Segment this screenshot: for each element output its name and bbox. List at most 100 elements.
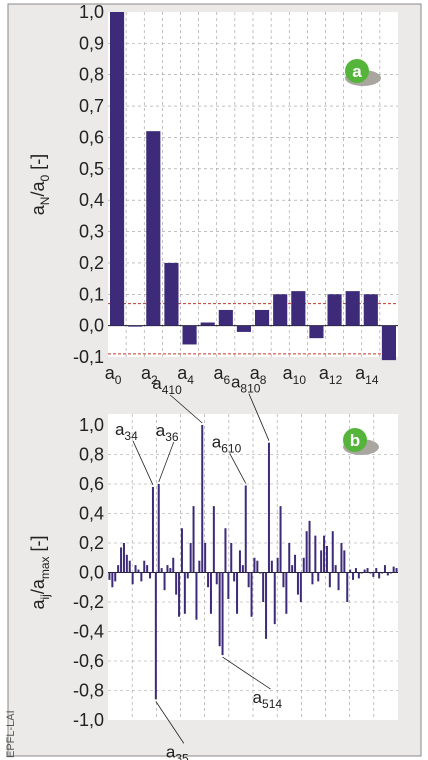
bar-a15	[381, 325, 397, 361]
bar-b	[308, 520, 311, 573]
y-tick-label-b: -0,4	[73, 622, 104, 642]
annotation-a514: a514	[253, 688, 283, 711]
annotation-leader	[222, 656, 271, 690]
bar-b	[366, 568, 369, 573]
x-tick-label-a-sub: 12	[329, 373, 343, 387]
y-label-part-2: /a	[28, 578, 48, 594]
annotation-a514-main: a	[253, 688, 263, 707]
bar-b	[172, 557, 175, 573]
bar-b	[128, 560, 131, 573]
bar-b	[201, 425, 204, 573]
annotation-leader	[132, 440, 154, 486]
annotation-a610-sub: 610	[221, 441, 241, 455]
bar-b	[323, 535, 326, 573]
bar-b	[337, 572, 340, 591]
x-tick-label-a: a6	[213, 363, 230, 387]
bar-b	[256, 560, 259, 573]
bar-b	[224, 528, 227, 573]
bar-a7	[236, 325, 252, 332]
x-tick-label-a-main: a	[283, 363, 294, 383]
y-tick-label-b: -0,2	[73, 592, 104, 612]
bar-b	[204, 543, 207, 573]
y-tick-label-a: 0,5	[79, 159, 104, 179]
bar-b	[233, 572, 236, 582]
bar-b	[314, 535, 317, 573]
bar-b	[250, 572, 253, 617]
panel-b: -1,0 -0,8 -0,6 -0,4 -0,2 0,0 0,2 0,4 0,6 0,8 1,0 a…	[28, 373, 398, 760]
y-tick-label-a: 0,8	[79, 65, 104, 85]
annotation-a36: a36	[156, 421, 179, 444]
x-tick-label-a-sub: 4	[187, 373, 194, 387]
y-tick-label-b: 0,4	[79, 504, 104, 524]
bar-b	[296, 572, 299, 595]
x-tick-label-a-main: a	[319, 363, 330, 383]
y-label-part-3: 0	[38, 174, 52, 181]
x-tick-label-a-main: a	[177, 363, 188, 383]
bar-b	[236, 572, 239, 614]
bar-a5	[200, 322, 215, 326]
x-ticks-a: a0 a2 a4 a6 a8 a10 a12 a14	[105, 363, 379, 387]
bar-b	[160, 568, 163, 573]
x-tick-label-a-sub: 8	[260, 373, 267, 387]
bar-b	[122, 543, 125, 573]
bar-b	[218, 572, 221, 647]
y-label-part-0: a	[28, 204, 48, 215]
bar-b	[198, 560, 201, 573]
bar-b	[163, 572, 166, 591]
x-tick-label-a-sub: 10	[293, 373, 307, 387]
annotation-leader	[155, 701, 185, 744]
bar-b	[270, 560, 273, 573]
y-label-part-0: a	[28, 599, 48, 610]
bar-b	[395, 568, 398, 573]
bar-b	[189, 543, 192, 573]
bar-b	[230, 543, 233, 573]
x-tick-label-a-main: a	[141, 363, 152, 383]
y-label-part-4: [-]	[28, 154, 48, 175]
bar-b	[282, 572, 285, 588]
x-tick-label-a-sub: 0	[115, 373, 122, 387]
panel-badge-a: a	[345, 59, 381, 86]
bar-b	[157, 484, 160, 573]
bar-a1	[128, 325, 143, 327]
bar-b	[180, 528, 183, 573]
x-tick-label-a: a4	[177, 363, 194, 387]
panel-label-b: b	[350, 431, 360, 450]
bar-b	[195, 572, 198, 620]
bar-b	[146, 565, 149, 573]
bar-b	[383, 565, 386, 573]
bar-b	[143, 560, 146, 573]
bar-b	[334, 565, 337, 573]
annotation-a810-sub: 810	[240, 382, 260, 396]
bar-b	[215, 572, 218, 585]
bar-b	[328, 572, 331, 588]
annotation-a36-sub: 36	[165, 430, 179, 444]
x-tick-label-a-sub: 14	[365, 373, 379, 387]
bar-b	[343, 550, 346, 573]
bar-a4	[182, 325, 197, 345]
y-label-part-2: /a	[28, 181, 48, 197]
bar-b	[244, 485, 247, 573]
bar-a2	[146, 131, 161, 326]
annotation-a410: a410	[152, 374, 182, 397]
bar-b	[108, 572, 111, 580]
y-tick-label-a: 0,4	[79, 190, 104, 210]
bar-b	[285, 572, 288, 614]
y-label-part-3: max	[38, 556, 52, 579]
bar-a14	[363, 294, 378, 326]
annotation-leader	[248, 393, 270, 441]
y-label-part-1: N	[38, 197, 52, 206]
y-axis-label-a: aN/a0 [-]	[28, 154, 52, 215]
y-tick-label-a: 0,3	[79, 222, 104, 242]
bar-a13	[345, 291, 360, 326]
bar-b	[291, 565, 294, 573]
bar-b	[311, 572, 314, 585]
bar-b	[392, 566, 395, 573]
y-axis-label-b: aij/amax [-]	[28, 535, 52, 609]
annotation-a514-sub: 514	[262, 697, 282, 711]
bar-a3	[164, 262, 179, 326]
bar-b	[131, 572, 134, 585]
annotation-leader	[229, 453, 247, 484]
annotation-a34-sub: 34	[124, 429, 138, 443]
